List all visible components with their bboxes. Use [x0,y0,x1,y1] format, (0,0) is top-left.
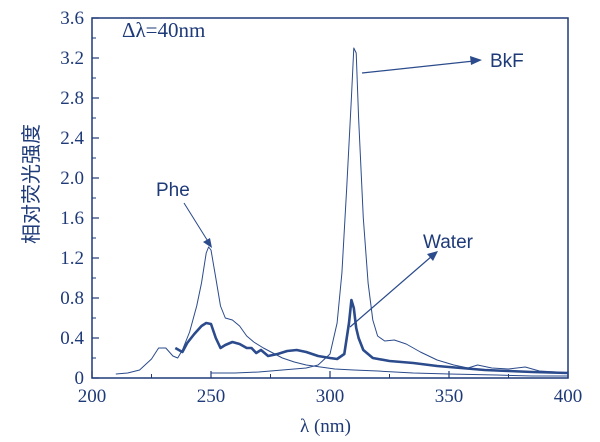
series-label-bkf: BkF [490,51,524,72]
y-tick-label: 2.0 [60,168,84,189]
series-label-phe: Phe [156,180,190,201]
arrowhead-bkf [470,56,482,65]
y-tick-label: 3.6 [60,8,84,29]
y-tick-label: 0.4 [60,328,84,349]
series-label-water: Water [423,232,474,253]
y-axis-label: 相对荧光强度 [19,124,43,244]
arrowhead-phe [203,238,212,248]
y-tick-label: 2.8 [60,88,84,109]
arrow-water [349,255,433,328]
y-tick-label: 3.2 [60,48,84,69]
x-tick-label: 400 [554,386,583,407]
y-tick-label: 1.2 [60,248,84,269]
y-tick-label: 1.6 [60,208,84,229]
y-tick-label: 0 [75,368,85,389]
y-tick-label: 0.8 [60,288,84,309]
arrow-bkf [361,60,475,74]
x-axis-label: λ (nm) [300,416,351,437]
annotation-layer: Phe BkF Water [156,51,524,328]
y-tick-label: 2.4 [60,128,84,149]
series-line-bkf [211,47,569,374]
delta-lambda-annotation: Δλ=40nm [122,18,205,42]
tick-labels: 200 250 300 350 400 0 0.4 0.8 1.2 1.6 2.0 2.4 2.8 3.2… [60,8,582,407]
arrowhead-water [427,251,438,261]
x-tick-label: 300 [316,386,345,407]
x-tick-label: 200 [78,386,107,407]
x-tick-label: 250 [197,386,226,407]
x-tick-label: 350 [435,386,464,407]
series-layer [115,47,569,377]
series-line-phe [115,246,568,377]
arrow-phe [183,202,210,244]
series-line-water [174,298,569,375]
